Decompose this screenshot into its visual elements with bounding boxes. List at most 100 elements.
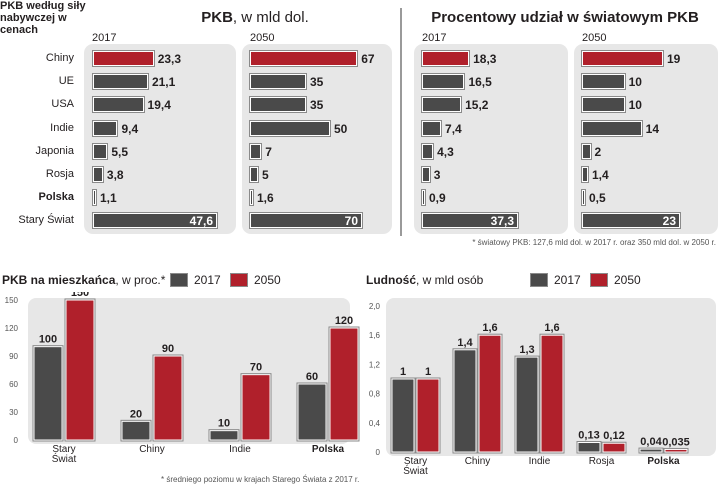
bar-value: 7,4	[445, 121, 462, 136]
bar-2050-rosja	[602, 442, 626, 453]
top-left-title: PKB według siły nabywczej w cenach	[0, 0, 86, 36]
y-tick-label: 0	[376, 448, 381, 457]
bar-2050-chiny	[153, 355, 183, 441]
per-capita-title-bold: PKB na mieszkańca	[2, 273, 116, 287]
bar-2050-1	[250, 51, 358, 66]
bar-2017-chiny	[453, 349, 477, 453]
bar-value: 35	[310, 75, 324, 90]
bar-value: 10	[628, 98, 642, 113]
bar-outline	[415, 377, 441, 454]
bar-2017-0	[93, 167, 103, 182]
bar-value: 5,5	[111, 144, 128, 159]
bar-2050-1	[250, 120, 330, 136]
bar-2050-1	[250, 167, 258, 182]
bar-2017-0	[93, 143, 108, 159]
bar-2050-1	[250, 190, 253, 206]
bar-value-label: 90	[162, 343, 174, 355]
category-label: Rosja	[589, 456, 615, 467]
legend2-2017-label: 2017	[554, 273, 581, 287]
share-section-title: Procentowy udział w światowym PKB	[431, 9, 699, 26]
bar-2017-chiny	[121, 420, 151, 441]
bar-2050-polska	[329, 327, 359, 441]
bar-outline	[120, 419, 152, 442]
bar-value: 18,3	[473, 52, 497, 66]
bar-2050-1	[250, 143, 262, 159]
bar-2050-3	[582, 167, 588, 182]
bar-value-label: 0,04	[640, 436, 662, 448]
bar-2017-2	[422, 51, 470, 66]
bar-value-label: 1,4	[457, 337, 473, 349]
bar-2050-indie	[241, 374, 271, 441]
bar-value-label: 0,13	[578, 430, 599, 442]
bar-2050-3	[582, 190, 585, 206]
bar-value: 23	[662, 214, 676, 229]
bar-2050-stary-świat	[65, 299, 95, 441]
y-tick-label: 90	[9, 352, 18, 361]
bar-2017-0	[93, 74, 148, 90]
bar-2017-2	[422, 213, 518, 229]
gdp-2050-panel	[242, 44, 392, 234]
bar-value: 19,4	[147, 98, 171, 113]
bar-outline	[64, 298, 96, 442]
y-tick-label: 120	[5, 324, 19, 333]
bar-outline	[477, 333, 503, 454]
y-tick-label: 1,6	[369, 331, 381, 340]
row-label: UE	[58, 75, 74, 88]
bar-outline	[452, 348, 478, 454]
bar-outline	[663, 447, 689, 454]
bar-value: 1,6	[257, 191, 274, 206]
legend-2050-label: 2050	[254, 273, 281, 287]
bar-value-label: 1	[425, 366, 431, 378]
bar-2017-rosja	[577, 442, 601, 453]
bar-value: 0,9	[429, 191, 446, 206]
per-capita-title-rest: , w proc.*	[115, 273, 166, 287]
y-tick-label: 2,0	[369, 302, 381, 311]
bar-value: 7	[265, 144, 272, 159]
bar-value-label: 70	[250, 362, 262, 374]
bar-2050-stary-świat	[416, 378, 440, 453]
bar-2050-3	[582, 143, 591, 159]
bar-outline	[390, 377, 416, 454]
y-tick-label: 0,8	[369, 390, 381, 399]
bar-value: 19	[666, 52, 681, 66]
share-year-2017: 2017	[422, 32, 447, 44]
category-label: Indie	[529, 456, 551, 467]
bar-value: 1,4	[591, 168, 609, 182]
bar-outline	[328, 326, 360, 442]
per-capita-title: PKB na mieszkańca, w proc.*	[2, 273, 165, 287]
share-year-2050: 2050	[582, 32, 607, 44]
row-label: Stary Świat	[18, 214, 74, 227]
bar-outline	[296, 382, 328, 442]
bar-outline	[514, 355, 540, 454]
bar-2050-1	[250, 97, 306, 113]
legend-2017-label: 2017	[194, 273, 221, 287]
bar-outline	[208, 429, 240, 442]
bar-2017-indie	[515, 356, 539, 453]
bar-2017-2	[422, 97, 462, 113]
gdp-section-title: PKB, w mld dol.	[140, 9, 370, 26]
bar-outline	[539, 333, 565, 454]
bar-2050-3	[582, 97, 625, 113]
legend2-2050-swatch	[590, 273, 608, 287]
bar-2017-stary-świat	[391, 378, 415, 453]
per-capita-note: * średniego poziomu w krajach Starego Św…	[161, 475, 360, 484]
bar-value: 14	[645, 121, 659, 136]
bar-value-label: 100	[39, 334, 57, 346]
bar-value: 70	[344, 214, 358, 229]
bar-value: 67	[361, 52, 375, 66]
bar-value: 5	[262, 168, 269, 182]
bar-2050-3	[582, 51, 663, 66]
category-label: Stary	[52, 444, 75, 455]
bar-value: 1,1	[100, 191, 117, 206]
bar-2017-polska	[639, 448, 663, 453]
bar-value-label: 150	[71, 292, 89, 299]
row-label: Japonia	[35, 144, 74, 157]
bar-2017-polska	[297, 383, 327, 441]
category-label: Świat	[403, 464, 428, 477]
share-2017-panel	[414, 44, 568, 234]
bar-value-label: 0,12	[603, 430, 624, 442]
bar-2050-3	[582, 120, 642, 136]
bar-2017-2	[422, 167, 430, 182]
y-tick-label: 30	[9, 408, 18, 417]
